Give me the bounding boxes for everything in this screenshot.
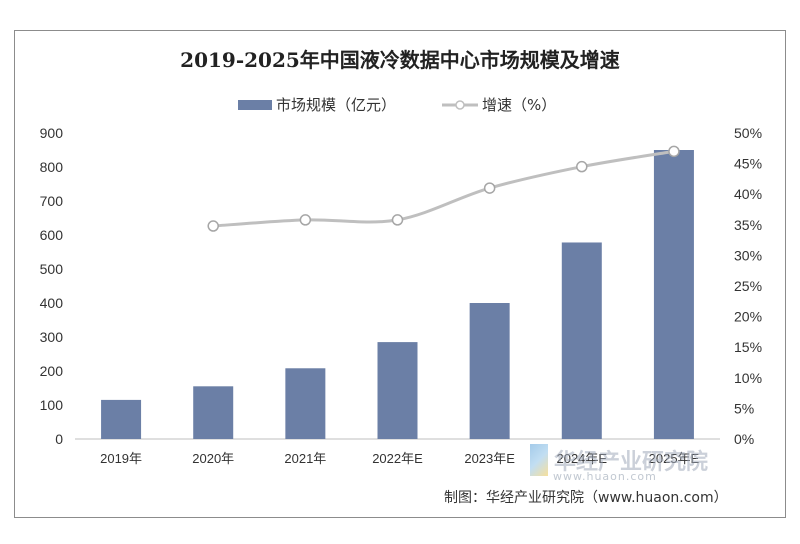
bar <box>469 303 510 439</box>
y-right-tick-label: 25% <box>734 278 762 294</box>
y-left-tick-label: 300 <box>40 329 64 345</box>
y-left-tick-label: 500 <box>40 261 64 277</box>
bar <box>377 342 418 439</box>
x-tick-label: 2020年 <box>192 451 234 466</box>
y-right-tick-label: 0% <box>734 431 754 447</box>
y-right-tick-label: 40% <box>734 186 762 202</box>
legend-label-line: 增速（%） <box>482 96 557 114</box>
growth-point <box>299 214 312 226</box>
growth-point <box>668 145 680 158</box>
y-right-tick-label: 15% <box>734 339 762 355</box>
y-right-tick-label: 5% <box>734 400 754 416</box>
y-right-tick-label: 10% <box>734 370 762 386</box>
bar <box>653 150 694 439</box>
y-left-tick-label: 800 <box>40 159 64 175</box>
x-tick-label: 2022年E <box>372 451 423 466</box>
x-tick-label: 2019年 <box>100 451 142 466</box>
watermark-logo <box>530 444 548 476</box>
y-left-tick-label: 600 <box>40 227 64 243</box>
bar <box>285 368 326 439</box>
watermark: 华经产业研究院 <box>530 444 708 476</box>
growth-line <box>213 149 675 228</box>
legend-line-swatch <box>442 99 479 110</box>
growth-point <box>576 160 588 173</box>
legend-item-line: 增速（%） <box>442 94 556 115</box>
legend-item-bar: 市场规模（亿元） <box>238 94 396 115</box>
legend-bar-swatch <box>238 99 272 110</box>
bar <box>101 399 142 439</box>
chart-credit: 制图：华经产业研究院（www.huaon.com） <box>444 490 728 506</box>
chart-frame <box>14 30 786 518</box>
watermark-url: www.huaon.com <box>553 470 657 483</box>
legend: 市场规模（亿元） 增速（%） <box>238 94 602 115</box>
growth-point <box>483 182 496 194</box>
y-right-tick-label: 35% <box>734 217 762 233</box>
y-right-tick-label: 50% <box>734 125 762 141</box>
legend-label-bar: 市场规模（亿元） <box>276 96 397 114</box>
y-left-tick-label: 400 <box>40 295 64 311</box>
watermark-name: 华经产业研究院 <box>554 450 709 475</box>
bar <box>561 242 602 439</box>
y-left-tick-label: 200 <box>40 363 64 379</box>
y-right-tick-label: 30% <box>734 247 762 263</box>
x-tick-label: 2023年E <box>464 451 515 466</box>
chart-title: 2019-2025年中国液冷数据中心市场规模及增速 <box>180 48 620 72</box>
y-left-tick-label: 0 <box>55 431 63 447</box>
y-right-tick-label: 45% <box>734 156 762 172</box>
bar <box>193 386 234 439</box>
x-tick-label: 2024年E <box>556 451 607 466</box>
growth-point <box>391 214 404 226</box>
growth-point <box>207 220 219 232</box>
y-left-tick-label: 700 <box>40 193 64 209</box>
y-left-tick-label: 100 <box>40 397 64 413</box>
y-right-tick-label: 20% <box>734 309 762 325</box>
x-tick-label: 2025年E <box>649 451 700 466</box>
x-tick-label: 2021年 <box>284 451 326 466</box>
y-left-tick-label: 900 <box>40 125 64 141</box>
